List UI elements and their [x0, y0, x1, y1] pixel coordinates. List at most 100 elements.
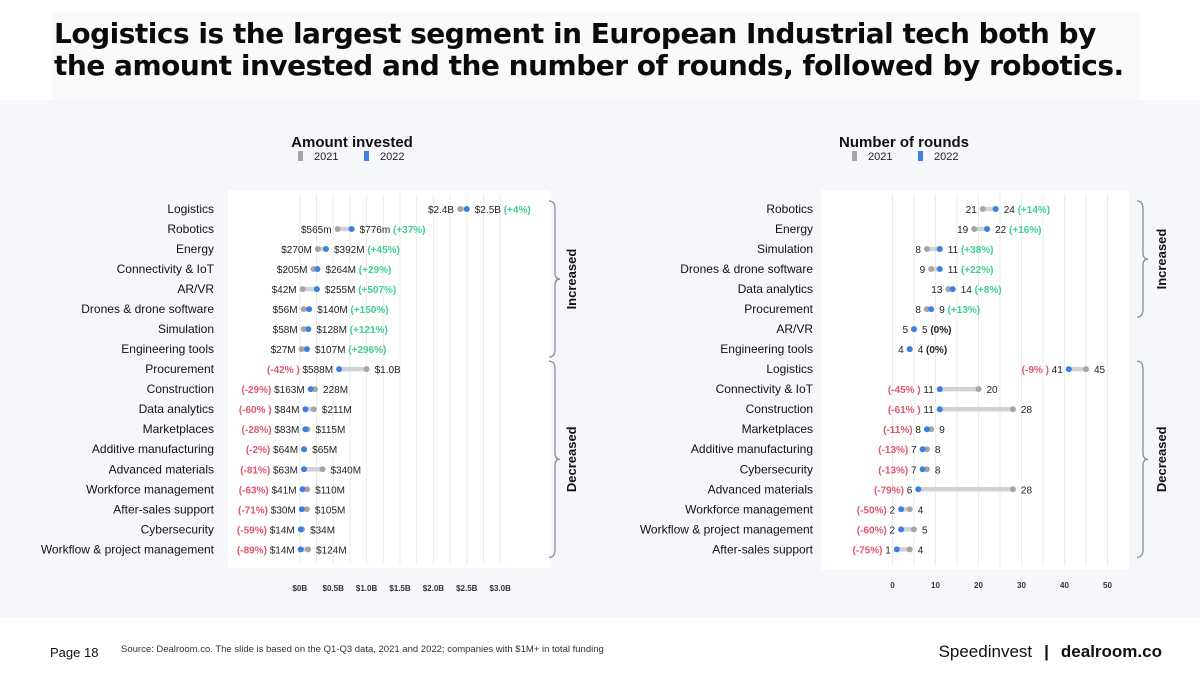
- amount-value-label-2021: $58M: [273, 325, 298, 336]
- amount-dot-2022: [336, 366, 343, 373]
- rounds-value-label-2022: (-75%) 1: [852, 545, 891, 556]
- amount-value-label-2022: (-2%) $64M: [246, 445, 298, 456]
- rounds-x-tick-label: 30: [1017, 581, 1026, 590]
- rounds-value-label-2022: 14 (+8%): [961, 285, 1002, 296]
- amount-value-label-2022: (-89%) $14M: [237, 545, 295, 556]
- amount-value-label-2021: $270M: [281, 245, 312, 256]
- amount-change-label: (-2%): [246, 445, 273, 456]
- amount-change-label: (+296%): [348, 345, 386, 356]
- rounds-dot-2022: [984, 226, 991, 233]
- rounds-category-label: Cybersecurity: [740, 462, 813, 476]
- amount-change-label: (+45%): [367, 245, 400, 256]
- amount-value-label-2021: $110M: [315, 485, 345, 496]
- amount-change-label: (+29%): [359, 265, 392, 276]
- amount-value-label-2022: (-60% ) $84M: [239, 405, 300, 416]
- amount-change-label: (-71%): [238, 505, 271, 516]
- rounds-value-label-2021: 4: [898, 345, 904, 356]
- amount-value-label-2022: $128M (+121%): [316, 325, 387, 336]
- amount-value-label-2022: $776m (+37%): [360, 225, 426, 236]
- rounds-value-label-2022: (-50%) 2: [857, 505, 896, 516]
- page-title: Logistics is the largest segment in Euro…: [54, 17, 1124, 82]
- rounds-change-label: (-79%): [874, 485, 907, 496]
- amount-category-label: Engineering tools: [121, 342, 214, 356]
- amount-category-label: Energy: [176, 242, 214, 256]
- amount-group-brace: [548, 360, 561, 558]
- amount-dot-2021: [305, 546, 312, 553]
- rounds-category-label: Logistics: [766, 362, 813, 376]
- rounds-dot-2021: [979, 206, 986, 212]
- amount-category-label: Data analytics: [139, 402, 214, 416]
- amount-change-label: (+4%): [504, 205, 531, 216]
- rounds-value-text-2022: 7: [911, 445, 917, 456]
- rounds-value-label-2021: 8: [935, 465, 941, 476]
- rounds-value-label-2022: 4 (0%): [918, 345, 947, 356]
- amount-value-text-2022: $14M: [270, 545, 295, 556]
- rounds-dot-2021: [923, 446, 930, 453]
- page-number: Page 18: [50, 645, 98, 660]
- amount-category-label: Marketplaces: [143, 422, 214, 436]
- rounds-dot-2022: [928, 306, 935, 313]
- amount-category-label: After-sales support: [113, 502, 214, 516]
- amount-change-label: (+37%): [393, 225, 426, 236]
- amount-dot-2022: [297, 546, 304, 553]
- rounds-dot-2021: [975, 386, 982, 393]
- amount-value-label-2022: $255M (+507%): [325, 285, 396, 296]
- rounds-value-text-2022: 8: [915, 425, 921, 436]
- rounds-value-label-2022: (-9% ) 41: [1022, 365, 1064, 376]
- rounds-dot-2022: [919, 446, 926, 453]
- amount-value-label-2021: $340M: [331, 465, 362, 476]
- rounds-category-label: AR/VR: [776, 322, 813, 336]
- amount-dot-2022: [301, 466, 308, 473]
- amount-dot-2022: [305, 326, 312, 333]
- rounds-dot-2022: [898, 526, 905, 533]
- amount-x-tick-label: $3.0B: [490, 584, 512, 593]
- rounds-category-label: Connectivity & IoT: [716, 382, 814, 396]
- rounds-x-tick-label: 20: [974, 581, 983, 590]
- amount-value-label-2022: $2.5B (+4%): [475, 205, 531, 216]
- rounds-dot-2021: [906, 546, 913, 553]
- rounds-category-label: Procurement: [744, 302, 813, 316]
- rounds-change-label: (+22%): [961, 265, 994, 276]
- amount-dot-2022: [301, 446, 308, 453]
- amount-value-label-2022: (-29%) $163M: [241, 385, 304, 396]
- rounds-dot-2022: [898, 506, 905, 513]
- rounds-category-label: Energy: [775, 222, 813, 236]
- rounds-legend-label-2022: 2022: [934, 151, 958, 163]
- rounds-value-text-2022: 7: [911, 465, 917, 476]
- amount-legend-swatch-2021: [298, 151, 303, 161]
- rounds-dot-2022: [992, 206, 999, 212]
- amount-value-text-2022: $83M: [274, 425, 299, 436]
- rounds-legend-swatch-2022: [918, 151, 923, 161]
- rounds-group-brace: [1136, 200, 1149, 318]
- rounds-category-label: Construction: [746, 402, 813, 416]
- amount-value-label-2021: $34M: [310, 525, 335, 536]
- rounds-dot-2021: [928, 426, 935, 433]
- rounds-dot-2021: [1009, 406, 1016, 413]
- amount-value-label-2021: $65M: [312, 445, 337, 456]
- rounds-change-label: (0%): [926, 345, 947, 356]
- amount-category-label: Logistics: [167, 202, 214, 216]
- rounds-value-label-2021: 28: [1021, 485, 1033, 496]
- amount-change-label: (-59%): [237, 525, 270, 536]
- amount-value-label-2022: (-28%) $83M: [242, 425, 300, 436]
- amount-category-label: Connectivity & IoT: [117, 262, 215, 276]
- amount-value-label-2021: $115M: [315, 425, 345, 436]
- amount-x-tick-label: $0B: [292, 584, 307, 593]
- amount-value-label-2022: (-71%) $30M: [238, 505, 296, 516]
- rounds-group-label: Decreased: [1154, 426, 1169, 492]
- rounds-dot-2022: [911, 326, 917, 333]
- rounds-value-label-2021: 4: [918, 545, 924, 556]
- rounds-value-text-2022: 11: [923, 385, 934, 396]
- rounds-legend-swatch-2021: [852, 151, 857, 161]
- amount-category-label: Cybersecurity: [141, 522, 214, 536]
- amount-group-label: Decreased: [564, 426, 579, 492]
- amount-value-text-2022: $163M: [274, 385, 305, 396]
- amount-value-label-2021: 228M: [323, 385, 348, 396]
- title-band: [52, 12, 1140, 100]
- rounds-x-tick-label: 50: [1103, 581, 1112, 590]
- amount-value-label-2021: $565m: [301, 225, 332, 236]
- amount-x-tick-label: $2.0B: [423, 584, 445, 593]
- rounds-value-label-2021: 20: [987, 385, 999, 396]
- amount-dot-2021: [457, 206, 464, 212]
- amount-category-label: Simulation: [158, 322, 214, 336]
